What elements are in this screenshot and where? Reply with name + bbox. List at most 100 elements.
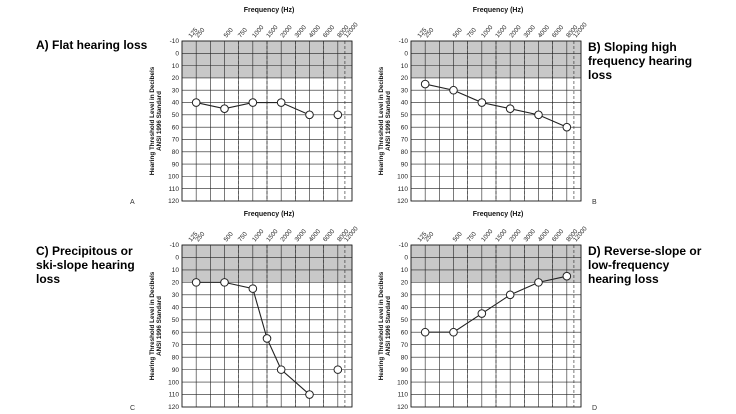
y-axis-title: Hearing Threshold Level in Decibels: [378, 66, 385, 175]
threshold-point: [420, 327, 430, 337]
db-tick-label: 10: [401, 63, 409, 70]
db-tick-label: 110: [398, 186, 409, 193]
db-tick-label: 30: [172, 87, 180, 94]
frequency-tick-label: 4000: [537, 24, 552, 40]
db-tick-label: -10: [170, 242, 180, 249]
frequency-tick-label: 4000: [537, 228, 552, 244]
panel-letter: A: [130, 199, 135, 206]
threshold-point: [305, 110, 314, 120]
db-tick-label: 0: [175, 51, 179, 58]
db-tick-label: 110: [398, 392, 409, 399]
threshold-point: [248, 98, 258, 107]
threshold-point: [449, 327, 458, 337]
threshold-point: [505, 104, 515, 113]
frequency-tick-label: 1500: [494, 24, 509, 40]
db-tick-label: 120: [397, 404, 408, 411]
db-tick-label: 60: [401, 124, 409, 131]
y-axis-title: Hearing Threshold Level in Decibels: [378, 271, 385, 380]
y-axis-subtitle: ANSI 1996 Standard: [385, 296, 392, 356]
frequency-tick-label: 250: [423, 26, 435, 39]
frequency-tick-label: 4000: [308, 228, 323, 244]
db-tick-label: 0: [404, 255, 408, 262]
threshold-point: [276, 98, 286, 107]
db-tick-label: 80: [172, 149, 180, 156]
threshold-point: [505, 290, 515, 300]
threshold-point: [420, 79, 430, 89]
frequency-tick-label: 750: [237, 230, 249, 243]
caption-d: D) Reverse-slope or low-frequency hearin…: [588, 244, 702, 286]
frequency-tick-label: 500: [452, 26, 464, 39]
db-tick-label: 90: [401, 161, 409, 168]
frequency-tick-label: 3000: [523, 228, 538, 244]
db-tick-label: -10: [399, 242, 409, 249]
threshold-line: [196, 281, 310, 395]
y-axis-subtitle: ANSI 1996 Standard: [156, 91, 163, 151]
plot-frame: [410, 244, 582, 408]
db-tick-label: 40: [172, 100, 180, 107]
threshold-point: [477, 98, 487, 107]
threshold-point: [477, 309, 487, 318]
x-axis-title: Frequency (Hz): [473, 7, 524, 14]
db-tick-label: -10: [399, 38, 409, 45]
threshold-point: [305, 390, 314, 399]
frequency-tick-label: 750: [466, 230, 478, 243]
threshold-point: [248, 284, 258, 293]
db-tick-label: 80: [401, 149, 409, 156]
threshold-point: [191, 278, 201, 287]
threshold-point: [534, 110, 543, 120]
frequency-tick-label: 750: [237, 26, 249, 39]
threshold-line: [425, 275, 567, 333]
frequency-tick-label: 3000: [294, 24, 309, 40]
db-tick-label: 90: [172, 161, 180, 168]
caption-b: B) Sloping high frequency hearing loss: [588, 40, 693, 82]
db-tick-label: 30: [401, 87, 409, 94]
db-tick-label: 60: [172, 329, 180, 336]
db-tick-label: 40: [172, 305, 180, 312]
db-tick-label: -10: [170, 38, 180, 45]
db-tick-label: 50: [401, 112, 409, 119]
frequency-tick-label: 1000: [480, 24, 495, 40]
frequency-tick-label: 2000: [508, 228, 523, 244]
db-tick-label: 20: [401, 280, 409, 287]
plot-frame: [181, 244, 353, 408]
panel-letter: D: [592, 405, 597, 412]
x-axis-title: Frequency (Hz): [244, 7, 295, 14]
plot-frame: [410, 40, 582, 202]
db-tick-label: 20: [401, 75, 409, 82]
db-tick-label: 0: [404, 51, 408, 58]
frequency-tick-label: 1500: [265, 228, 280, 244]
db-tick-label: 100: [168, 379, 179, 386]
threshold-point: [262, 334, 272, 343]
frequency-tick-label: 250: [423, 230, 435, 243]
threshold-point: [333, 365, 343, 374]
db-tick-label: 50: [401, 317, 409, 324]
threshold-point: [276, 365, 286, 374]
db-tick-label: 60: [401, 329, 409, 336]
panel-letter: B: [592, 199, 597, 206]
db-tick-label: 30: [172, 292, 180, 299]
frequency-tick-label: 1000: [480, 228, 495, 244]
db-tick-label: 30: [401, 292, 409, 299]
frequency-tick-label: 6000: [322, 228, 337, 244]
frequency-tick-label: 1000: [251, 228, 266, 244]
frequency-tick-label: 2000: [279, 24, 294, 40]
frequency-tick-label: 250: [194, 230, 206, 243]
db-tick-label: 120: [168, 198, 179, 205]
db-tick-label: 10: [172, 63, 180, 70]
db-tick-label: 70: [172, 137, 180, 144]
y-axis-title: Hearing Threshold Level in Decibels: [149, 66, 156, 175]
panel-letter: C: [130, 405, 135, 412]
frequency-tick-label: 6000: [551, 228, 566, 244]
threshold-line: [425, 83, 568, 128]
frequency-tick-label: 750: [466, 26, 478, 39]
db-tick-label: 40: [401, 100, 409, 107]
threshold-point: [534, 278, 543, 287]
db-tick-label: 0: [175, 255, 179, 262]
threshold-point: [333, 110, 343, 120]
frequency-tick-label: 250: [194, 26, 206, 39]
db-tick-label: 100: [168, 174, 179, 181]
db-tick-label: 110: [169, 186, 180, 193]
